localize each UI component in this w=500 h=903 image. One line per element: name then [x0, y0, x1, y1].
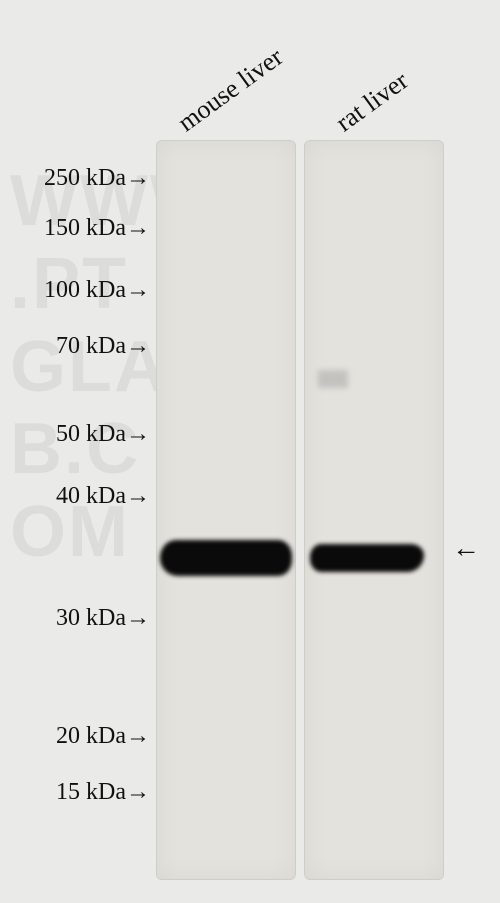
mw-marker-30: 30 kDa→ — [0, 605, 150, 632]
mw-marker-40: 40 kDa→ — [0, 483, 150, 510]
band — [160, 540, 292, 576]
mw-marker-15: 15 kDa→ — [0, 779, 150, 806]
blot-figure: WWW .PT GLA B.C OM mouse liver rat liver… — [0, 0, 500, 903]
lane-inner — [305, 141, 443, 879]
mw-marker-150: 150 kDa→ — [0, 215, 150, 242]
mw-marker-70: 70 kDa→ — [0, 333, 150, 360]
lane-inner — [157, 141, 295, 879]
mw-marker-50: 50 kDa→ — [0, 421, 150, 448]
target-band-arrow-icon: ← — [452, 533, 480, 565]
lane-rat-liver — [304, 140, 444, 880]
mw-marker-20: 20 kDa→ — [0, 723, 150, 750]
lane-mouse-liver — [156, 140, 296, 880]
faint-band — [318, 370, 348, 388]
mw-marker-100: 100 kDa→ — [0, 277, 150, 304]
mw-marker-250: 250 kDa→ — [0, 165, 150, 192]
band — [310, 544, 424, 572]
